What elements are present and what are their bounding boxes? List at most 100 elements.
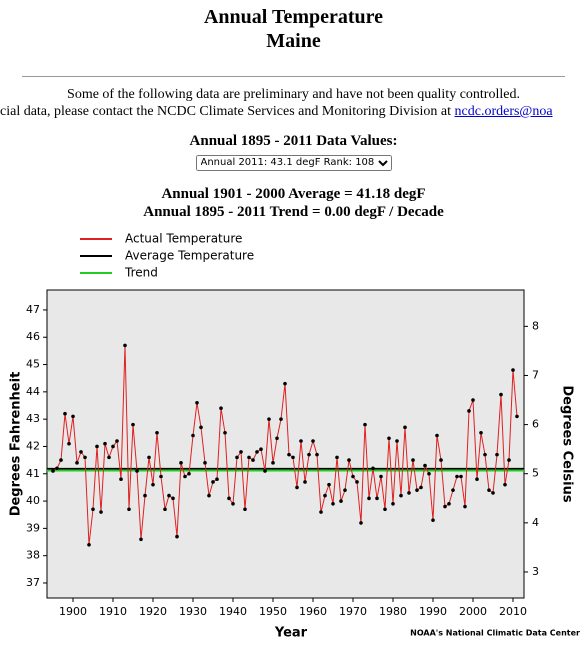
data-point bbox=[275, 436, 279, 441]
x-tick-label: 2000 bbox=[459, 605, 487, 618]
data-select[interactable]: Annual 2011: 43.1 degF Rank: 108 bbox=[195, 154, 392, 171]
data-point bbox=[267, 417, 271, 421]
data-point bbox=[399, 493, 403, 498]
data-point bbox=[295, 485, 299, 490]
data-point bbox=[351, 474, 355, 479]
data-point bbox=[415, 488, 419, 492]
x-tick-label: 1980 bbox=[379, 605, 407, 618]
y-tick-label: 44 bbox=[26, 385, 40, 398]
data-point bbox=[451, 488, 455, 492]
data-point bbox=[383, 507, 387, 512]
data-point bbox=[227, 496, 231, 501]
data-point bbox=[127, 507, 131, 512]
data-point bbox=[499, 392, 503, 397]
data-point bbox=[71, 414, 75, 419]
data-point bbox=[179, 461, 183, 465]
data-point bbox=[487, 488, 491, 492]
data-point bbox=[495, 452, 499, 457]
data-point bbox=[407, 491, 411, 495]
data-point bbox=[203, 461, 207, 465]
data-point bbox=[311, 439, 315, 443]
data-point bbox=[335, 455, 339, 460]
data-point bbox=[435, 433, 439, 438]
data-point bbox=[139, 537, 143, 542]
data-point bbox=[259, 447, 263, 451]
data-point bbox=[171, 496, 175, 501]
data-point bbox=[115, 439, 119, 443]
data-point bbox=[411, 458, 415, 462]
data-point bbox=[79, 450, 83, 454]
y2-tick-label: 6 bbox=[532, 418, 539, 431]
data-point bbox=[279, 417, 283, 421]
data-point bbox=[479, 431, 483, 435]
data-point bbox=[215, 477, 219, 482]
data-point bbox=[379, 474, 383, 479]
data-point bbox=[323, 493, 327, 498]
data-point bbox=[83, 455, 87, 460]
y-tick-label: 43 bbox=[26, 412, 40, 425]
data-point bbox=[63, 411, 67, 416]
data-point bbox=[183, 474, 187, 479]
email-link[interactable]: ncdc.orders@noa bbox=[454, 104, 553, 119]
y-tick-label: 40 bbox=[26, 494, 40, 507]
data-point bbox=[291, 455, 295, 460]
data-point bbox=[143, 493, 147, 498]
data-point bbox=[503, 482, 507, 487]
x-tick-label: 1910 bbox=[99, 605, 127, 618]
data-point bbox=[111, 444, 115, 449]
data-point bbox=[307, 452, 311, 457]
data-point bbox=[175, 534, 179, 539]
y-tick-label: 42 bbox=[26, 439, 40, 452]
data-point bbox=[403, 425, 407, 430]
data-point bbox=[303, 480, 307, 484]
x-tick-label: 1940 bbox=[219, 605, 247, 618]
data-point bbox=[359, 521, 363, 525]
data-point bbox=[87, 542, 91, 547]
data-point bbox=[59, 458, 63, 462]
x-tick-label: 2010 bbox=[499, 605, 527, 618]
y2-tick-label: 7 bbox=[532, 368, 539, 381]
data-point bbox=[67, 441, 71, 446]
data-point bbox=[99, 510, 103, 514]
data-point bbox=[431, 518, 435, 522]
data-point bbox=[371, 466, 375, 471]
data-point bbox=[147, 455, 151, 460]
data-point bbox=[315, 452, 319, 457]
subtitle: Maine bbox=[266, 30, 321, 52]
data-point bbox=[255, 450, 259, 454]
data-point bbox=[363, 422, 367, 427]
legend-label: Trend bbox=[124, 266, 158, 280]
y-tick-label: 45 bbox=[26, 358, 40, 371]
data-point bbox=[231, 501, 235, 506]
data-point bbox=[343, 488, 347, 492]
data-point bbox=[355, 480, 359, 484]
data-point bbox=[375, 496, 379, 501]
selector-wrap: Annual 2011: 43.1 degF Rank: 108 bbox=[0, 152, 587, 171]
data-point bbox=[75, 461, 79, 465]
data-point bbox=[207, 493, 211, 498]
x-tick-label: 1960 bbox=[299, 605, 327, 618]
y-axis-label: Degrees Fahrenheit bbox=[9, 372, 24, 517]
y-tick-label: 46 bbox=[26, 330, 40, 343]
data-point bbox=[55, 466, 59, 471]
data-point bbox=[427, 471, 431, 476]
x-tick-label: 1990 bbox=[419, 605, 447, 618]
x-tick-label: 1950 bbox=[259, 605, 287, 618]
data-point bbox=[339, 499, 343, 503]
credit: NOAA's National Climatic Data Center bbox=[410, 629, 580, 638]
legend-label: Actual Temperature bbox=[125, 232, 242, 246]
data-point bbox=[243, 507, 247, 512]
data-point bbox=[91, 507, 95, 512]
x-tick-label: 1920 bbox=[139, 605, 167, 618]
data-point bbox=[455, 474, 459, 479]
data-point bbox=[235, 455, 239, 460]
data-point bbox=[107, 455, 111, 460]
data-point bbox=[475, 477, 479, 482]
data-point bbox=[51, 469, 55, 473]
data-point bbox=[211, 480, 215, 484]
data-point bbox=[155, 431, 159, 435]
data-point bbox=[239, 450, 243, 454]
data-point bbox=[331, 501, 335, 506]
data-point bbox=[287, 452, 291, 457]
